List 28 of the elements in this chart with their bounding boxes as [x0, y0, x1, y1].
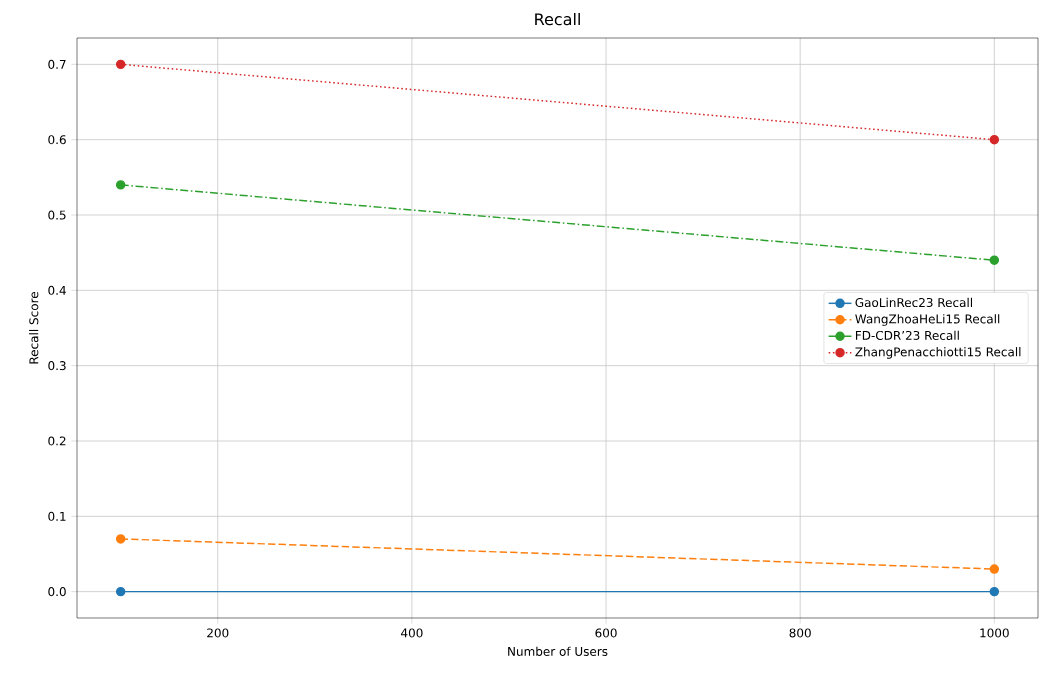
point	[115, 59, 126, 70]
legend-label: ZhangPenacchiotti15 Recall	[855, 347, 1021, 359]
chart-title: Recall	[535, 12, 580, 26]
legend-label: GaoLinRec23 Recall	[855, 297, 972, 308]
legend-label: FD-CDR’23 Recall	[855, 330, 959, 340]
y-tick-label: 0.0	[48, 587, 66, 597]
x-tick-label: 1000	[980, 628, 1009, 638]
y-tick-label: 0.2	[48, 436, 66, 446]
y-tick-label: 0.7	[48, 59, 66, 69]
y-tick-label: 0.1	[48, 511, 66, 521]
point	[989, 586, 1000, 597]
x-axis-title: Number of Users	[508, 646, 608, 656]
point	[989, 134, 1000, 145]
y-tick-label: 0.3	[48, 361, 66, 371]
y-tick-label: 0.4	[48, 285, 66, 295]
x-tick-label: 200	[207, 628, 229, 638]
y-tick-label: 0.6	[48, 135, 66, 145]
point	[115, 586, 126, 597]
point	[115, 534, 126, 544]
point	[989, 255, 1000, 265]
point	[989, 564, 1000, 574]
legend-label: WangZhoaHeLi15 Recall	[855, 314, 1000, 326]
y-axis-title: Recall Score	[29, 292, 39, 364]
y-tick-label: 0.5	[48, 210, 66, 220]
point	[115, 180, 126, 190]
x-tick-label: 600	[595, 628, 617, 638]
x-tick-label: 800	[789, 628, 811, 638]
x-tick-label: 400	[401, 628, 423, 638]
